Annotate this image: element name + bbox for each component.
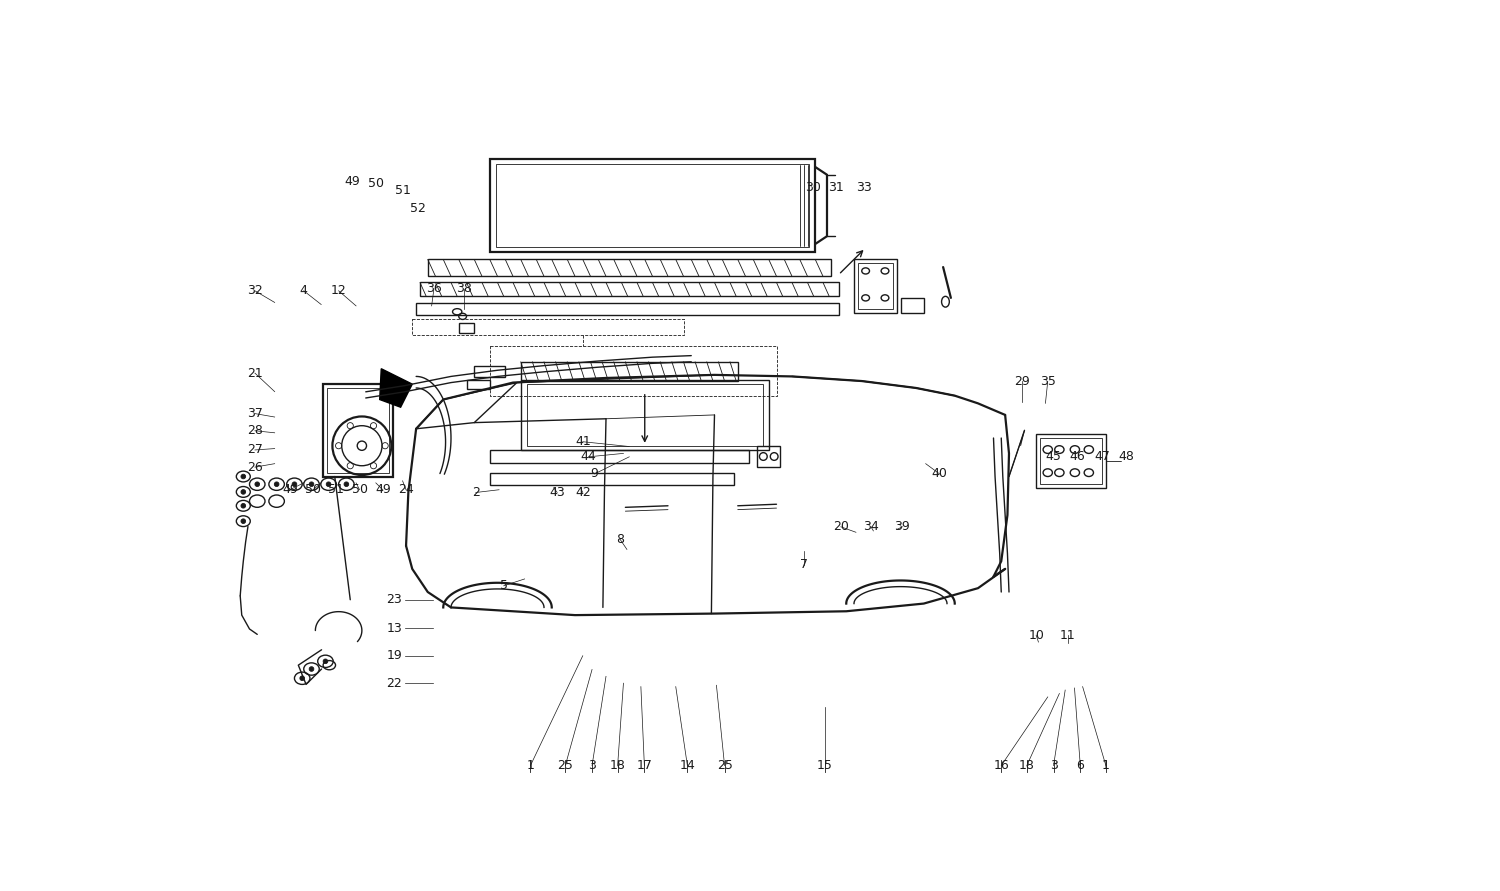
Bar <box>322 384 393 477</box>
Bar <box>526 384 762 446</box>
Bar <box>520 362 738 381</box>
Text: 9: 9 <box>591 468 598 480</box>
Text: 30: 30 <box>806 182 820 194</box>
Bar <box>496 164 808 247</box>
Text: 25: 25 <box>717 759 732 772</box>
Text: 39: 39 <box>894 520 910 534</box>
Text: 44: 44 <box>580 450 597 463</box>
Text: 36: 36 <box>426 282 442 295</box>
Text: 31: 31 <box>828 182 844 194</box>
Bar <box>420 282 839 297</box>
Text: 46: 46 <box>1070 450 1084 463</box>
Text: 5: 5 <box>500 579 507 593</box>
Text: 51: 51 <box>328 483 344 496</box>
Bar <box>520 380 768 450</box>
Bar <box>474 365 506 377</box>
Text: 34: 34 <box>862 520 879 534</box>
Ellipse shape <box>309 666 314 671</box>
Text: 50: 50 <box>368 177 384 191</box>
Bar <box>489 472 734 485</box>
Bar <box>900 298 924 314</box>
Text: 21: 21 <box>248 366 262 380</box>
Bar <box>853 259 897 314</box>
Bar <box>416 303 839 315</box>
Text: 29: 29 <box>1014 375 1031 388</box>
Text: 18: 18 <box>1019 759 1035 772</box>
Text: 10: 10 <box>1028 629 1044 642</box>
Bar <box>1040 438 1102 484</box>
Ellipse shape <box>344 482 348 486</box>
Ellipse shape <box>242 519 246 524</box>
Text: 52: 52 <box>410 202 426 215</box>
Polygon shape <box>380 369 412 407</box>
Ellipse shape <box>300 676 304 681</box>
Text: 16: 16 <box>993 759 1010 772</box>
Text: 1: 1 <box>526 759 534 772</box>
Text: 12: 12 <box>330 284 346 298</box>
Ellipse shape <box>326 482 332 486</box>
Text: 2: 2 <box>472 486 480 499</box>
Bar <box>489 450 750 463</box>
Text: 8: 8 <box>616 533 624 545</box>
Text: 25: 25 <box>558 759 573 772</box>
Text: 37: 37 <box>248 407 262 420</box>
Bar <box>1036 434 1106 488</box>
Ellipse shape <box>255 482 260 486</box>
Text: 45: 45 <box>1046 450 1062 463</box>
Text: 40: 40 <box>932 468 948 480</box>
Text: 49: 49 <box>282 483 297 496</box>
Text: 48: 48 <box>1119 450 1134 463</box>
Text: 20: 20 <box>833 520 849 534</box>
Text: 49: 49 <box>375 483 390 496</box>
Ellipse shape <box>242 474 246 478</box>
Ellipse shape <box>292 482 297 486</box>
Bar <box>327 388 388 472</box>
Ellipse shape <box>242 490 246 495</box>
Text: 22: 22 <box>387 677 402 690</box>
Text: 18: 18 <box>609 759 625 772</box>
Text: 43: 43 <box>549 486 566 499</box>
Text: 50: 50 <box>351 483 368 496</box>
Bar <box>427 259 831 276</box>
Bar <box>459 323 474 332</box>
Text: 17: 17 <box>636 759 652 772</box>
Text: 27: 27 <box>248 444 262 456</box>
Bar <box>489 159 816 251</box>
Text: 32: 32 <box>248 284 262 298</box>
Text: 23: 23 <box>387 593 402 606</box>
Text: 38: 38 <box>456 282 472 295</box>
Text: 3: 3 <box>1050 759 1058 772</box>
Text: 14: 14 <box>680 759 694 772</box>
Text: 11: 11 <box>1059 629 1076 642</box>
Ellipse shape <box>322 659 328 664</box>
Text: 13: 13 <box>387 622 402 634</box>
Text: 50: 50 <box>304 483 321 496</box>
Text: 51: 51 <box>394 184 411 197</box>
Text: 4: 4 <box>300 284 307 298</box>
Text: 47: 47 <box>1095 450 1110 463</box>
Ellipse shape <box>309 482 314 486</box>
Ellipse shape <box>274 482 279 486</box>
Bar <box>466 380 489 388</box>
Text: 26: 26 <box>248 461 262 474</box>
Text: 35: 35 <box>1040 375 1056 388</box>
Text: 42: 42 <box>574 486 591 499</box>
Text: 7: 7 <box>800 558 807 571</box>
Text: 28: 28 <box>248 424 262 437</box>
Text: 24: 24 <box>398 483 414 496</box>
Text: 49: 49 <box>345 175 360 187</box>
Text: 19: 19 <box>387 650 402 662</box>
Text: 33: 33 <box>856 182 871 194</box>
Text: 15: 15 <box>816 759 833 772</box>
Bar <box>858 263 892 309</box>
Text: 3: 3 <box>588 759 596 772</box>
Text: 6: 6 <box>1077 759 1084 772</box>
Bar <box>758 446 780 467</box>
Ellipse shape <box>242 503 246 508</box>
Text: 41: 41 <box>574 435 591 448</box>
Text: 1: 1 <box>1102 759 1110 772</box>
